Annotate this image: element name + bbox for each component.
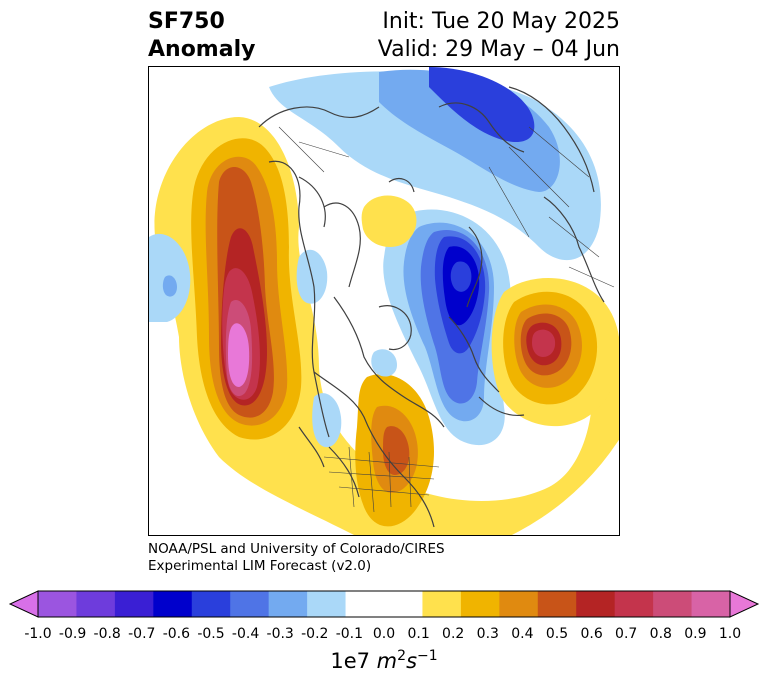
colorbar-extend-high bbox=[729, 590, 760, 618]
colorbar-swatch bbox=[114, 591, 154, 617]
credit-text: NOAA/PSL and University of Colorado/CIRE… bbox=[148, 541, 445, 575]
init-date: Init: Tue 20 May 2025 bbox=[382, 9, 620, 34]
colorbar-swatch bbox=[76, 591, 116, 617]
units-s: s bbox=[406, 649, 418, 673]
colorbar-tick-label: 0.4 bbox=[511, 626, 534, 642]
colorbar-tick-label: -0.6 bbox=[162, 626, 191, 642]
plot-dates: Init: Tue 20 May 2025 Valid: 29 May – 04… bbox=[378, 8, 620, 64]
colorbar-border bbox=[37, 590, 731, 618]
anomaly-map bbox=[149, 67, 619, 535]
valid-range: Valid: 29 May – 04 Jun bbox=[377, 37, 620, 62]
contour-central-yellow bbox=[361, 195, 417, 248]
colorbar-tick-label: 0.7 bbox=[615, 626, 638, 642]
title-variable: SF750 bbox=[148, 9, 225, 34]
colorbar-ticks: -1.0 -0.9 -0.8 -0.7 -0.6 -0.5 -0.4 -0.3 -0.2 -0.1… bbox=[0, 626, 768, 646]
colorbar-tick-label: 0.3 bbox=[476, 626, 499, 642]
colorbar-tick-label: 0.1 bbox=[407, 626, 430, 642]
colorbar-swatch bbox=[268, 591, 308, 617]
coastlines bbox=[258, 86, 605, 528]
colorbar-swatch bbox=[384, 591, 423, 617]
contour-pacific-lavender bbox=[228, 323, 250, 387]
colorbar-tick-label: -0.7 bbox=[128, 626, 156, 642]
colorbar-swatch bbox=[537, 591, 577, 617]
map-panel bbox=[148, 66, 620, 536]
contour-west-lightblue bbox=[162, 275, 177, 297]
contour-fills bbox=[149, 67, 619, 535]
units-s-exp: −1 bbox=[417, 648, 438, 664]
colorbar-swatch bbox=[691, 591, 731, 617]
plot-title: SF750 Anomaly bbox=[148, 8, 255, 64]
colorbar-swatch bbox=[460, 591, 500, 617]
colorbar-tick-label: -0.3 bbox=[266, 626, 294, 642]
colorbar-tick-label: 0.2 bbox=[442, 626, 465, 642]
borders bbox=[278, 126, 615, 513]
colorbar-tick-label: -1.0 bbox=[24, 626, 52, 642]
colorbar-swatch bbox=[614, 591, 654, 617]
colorbar-swatch bbox=[653, 591, 693, 617]
contour-hudson-paleblue bbox=[371, 349, 397, 377]
colorbar-tick-label: 0.0 bbox=[372, 626, 396, 642]
colorbar-tick-label: 0.8 bbox=[649, 626, 672, 642]
colorbar-tick-label: -0.5 bbox=[197, 626, 225, 642]
colorbar-extend-low bbox=[8, 590, 39, 618]
title-anomaly: Anomaly bbox=[148, 37, 256, 62]
colorbar-swatch bbox=[499, 591, 539, 617]
credit-line2: Experimental LIM Forecast (v2.0) bbox=[148, 558, 372, 574]
colorbar-swatch bbox=[576, 591, 616, 617]
colorbar-tick-label: -0.1 bbox=[335, 626, 364, 642]
colorbar-tick-label: 1.0 bbox=[718, 626, 742, 642]
colorbar-swatch bbox=[230, 591, 270, 617]
colorbar bbox=[8, 590, 760, 618]
colorbar-tick-label: -0.9 bbox=[58, 626, 87, 642]
colorbar-swatch bbox=[307, 591, 347, 617]
units-m: m bbox=[376, 649, 398, 673]
colorbar-swatch bbox=[38, 591, 77, 617]
contour-atlantic-mid bbox=[450, 261, 472, 292]
units-base: 1e7 bbox=[330, 649, 377, 673]
units-m-exp: 2 bbox=[397, 648, 407, 664]
contour-north-blue bbox=[429, 67, 535, 142]
colorbar-tick-label: 0.9 bbox=[684, 626, 707, 642]
colorbar-units: 1e7 m2s−1 bbox=[0, 648, 768, 673]
colorbar-tick-label: 0.6 bbox=[580, 626, 603, 642]
colorbar-swatch bbox=[191, 591, 231, 617]
colorbar-tick-label: -0.8 bbox=[93, 626, 121, 642]
credit-line1: NOAA/PSL and University of Colorado/CIRE… bbox=[148, 541, 445, 557]
colorbar-tick-label: -0.4 bbox=[231, 626, 260, 642]
colorbar-swatch bbox=[345, 591, 385, 617]
colorbar-tick-label: 0.5 bbox=[545, 626, 569, 642]
colorbar-tick-label: -0.2 bbox=[301, 626, 329, 642]
contour-eurasia-crimson bbox=[532, 329, 556, 357]
contour-namerica-paleblue bbox=[312, 393, 342, 448]
colorbar-swatch bbox=[153, 591, 193, 617]
colorbar-swatch bbox=[422, 591, 462, 617]
